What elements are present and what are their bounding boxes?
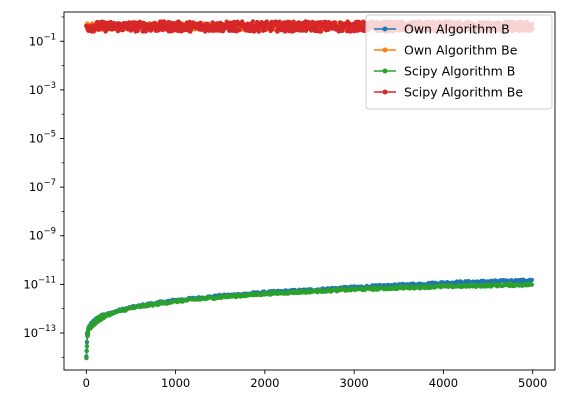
legend-marker <box>382 89 388 95</box>
data-point <box>256 29 261 34</box>
legend: Own Algorithm B Own Algorithm Be Scipy Alg… <box>365 14 553 110</box>
data-point <box>84 344 90 349</box>
data-point <box>203 29 208 34</box>
legend-label: Own Algorithm Be <box>404 43 518 58</box>
x-tick-label: 4000 <box>429 376 458 390</box>
legend-label: Scipy Algorithm Be <box>404 85 523 100</box>
series-line <box>85 282 533 359</box>
y-tick-label: 10−5 <box>29 130 56 146</box>
legend-marker <box>382 68 388 74</box>
legend-item: Scipy Algorithm B <box>374 64 515 79</box>
series-scipy-algorithm-b <box>84 281 534 361</box>
y-tick-label: 10−7 <box>29 178 56 194</box>
data-point <box>318 29 324 34</box>
x-tick-label: 3000 <box>339 376 368 390</box>
x-tick-label: 1000 <box>161 376 190 390</box>
y-tick-label: 10−9 <box>29 227 56 243</box>
data-point <box>277 19 282 24</box>
y-axis: 10−13 10−11 10−9 10−7 10−5 10−3 10−1 <box>23 16 64 358</box>
data-point <box>84 355 89 361</box>
data-point <box>529 277 534 283</box>
legend-item: Own Algorithm Be <box>374 43 518 58</box>
data-point <box>85 333 90 338</box>
data-point <box>332 20 338 25</box>
data-point <box>173 23 178 29</box>
y-tick-label: 10−1 <box>29 32 56 48</box>
legend-marker <box>382 47 388 53</box>
data-point <box>281 20 287 25</box>
legend-box <box>365 14 553 110</box>
data-point <box>263 27 268 33</box>
data-point <box>210 20 215 25</box>
y-tick-label: 10−13 <box>23 324 56 340</box>
x-tick-label: 2000 <box>250 376 279 390</box>
legend-item: Own Algorithm B <box>374 22 510 37</box>
y-tick-label: 10−3 <box>29 81 56 97</box>
legend-label: Own Algorithm B <box>404 22 510 37</box>
x-tick-label: 5000 <box>518 376 547 390</box>
data-point <box>237 27 242 33</box>
y-tick-label: 10−11 <box>23 275 56 291</box>
data-point <box>529 282 534 287</box>
plot-frame <box>63 11 556 371</box>
data-point <box>341 25 347 30</box>
data-point <box>84 348 89 354</box>
legend-item: Scipy Algorithm Be <box>374 85 523 100</box>
x-axis: 0 1000 2000 3000 4000 5000 <box>83 370 547 390</box>
data-point <box>355 28 361 33</box>
data-point <box>250 19 256 24</box>
x-tick-label: 0 <box>83 376 90 390</box>
legend-label: Scipy Algorithm B <box>404 64 515 79</box>
data-point <box>103 28 109 33</box>
legend-marker <box>382 26 388 32</box>
